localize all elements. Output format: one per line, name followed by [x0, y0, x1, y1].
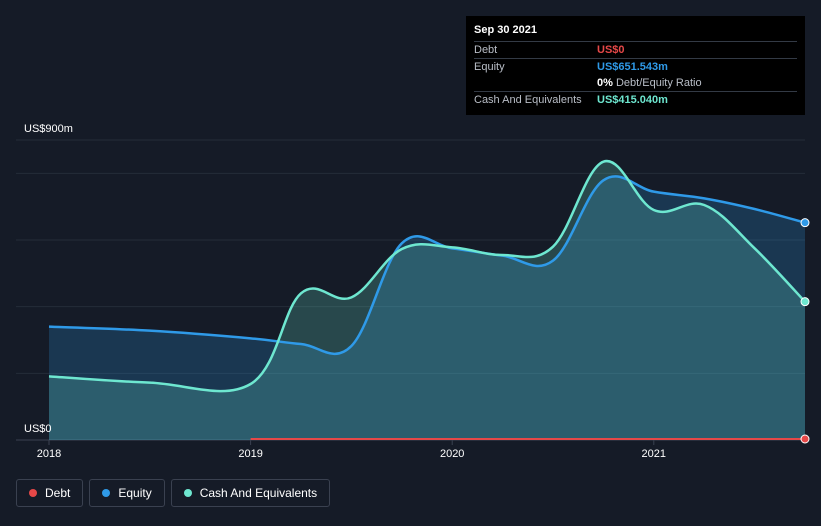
tooltip-value: US$415.040m — [597, 94, 668, 106]
legend-item-debt[interactable]: Debt — [16, 479, 84, 507]
x-tick-label: 2020 — [440, 448, 464, 460]
debt-end-marker — [800, 434, 810, 444]
debt-dot-icon — [29, 489, 37, 497]
series-lines — [48, 159, 810, 444]
tooltip-value: US$0 — [597, 44, 625, 56]
cash-and-equivalents-area — [49, 161, 805, 440]
tooltip-label: Equity — [474, 61, 505, 73]
tooltip-value: 0% Debt/Equity Ratio — [597, 77, 702, 89]
ratio-label: Debt/Equity Ratio — [615, 77, 702, 89]
legend-label: Cash And Equivalents — [199, 486, 318, 500]
legend-item-cash[interactable]: Cash And Equivalents — [170, 479, 331, 507]
tooltip-value: US$651.543m — [597, 61, 668, 73]
x-tick-label: 2019 — [238, 448, 262, 460]
legend-label: Debt — [45, 486, 71, 500]
series-areas — [49, 161, 805, 440]
legend: Debt Equity Cash And Equivalents — [16, 479, 331, 507]
cash-dot-icon — [183, 489, 192, 497]
tooltip-row-cash: Cash And Equivalents US$415.040m — [474, 91, 797, 108]
cash-and-equivalents-end-marker — [800, 297, 810, 307]
tooltip-label: Cash And Equivalents — [474, 94, 582, 106]
equity-area — [49, 176, 805, 440]
y-axis-top-label: US$900m — [24, 123, 73, 135]
tooltip-label: Debt — [474, 44, 498, 56]
equity-end-marker — [800, 218, 810, 228]
x-axis-ticks: 2018 2019 2020 2021 — [37, 440, 666, 460]
y-axis-bottom-label: US$0 — [24, 423, 52, 435]
tooltip-row-ratio: 0% Debt/Equity Ratio — [474, 75, 797, 91]
x-tick-label: 2021 — [642, 448, 666, 460]
legend-label: Equity — [118, 486, 152, 500]
legend-item-equity[interactable]: Equity — [89, 479, 165, 507]
x-tick-label: 2018 — [37, 448, 61, 460]
tooltip-row-debt: Debt US$0 — [474, 41, 797, 58]
equity-dot-icon — [102, 489, 111, 497]
cash-and-equivalents-line — [48, 159, 806, 393]
ratio-value: 0% — [597, 77, 613, 89]
tooltip-date: Sep 30 2021 — [474, 24, 537, 36]
tooltip-panel: Sep 30 2021 Debt US$0 Equity US$651.543m… — [466, 16, 805, 115]
tooltip-row-equity: Equity US$651.543m — [474, 58, 797, 75]
